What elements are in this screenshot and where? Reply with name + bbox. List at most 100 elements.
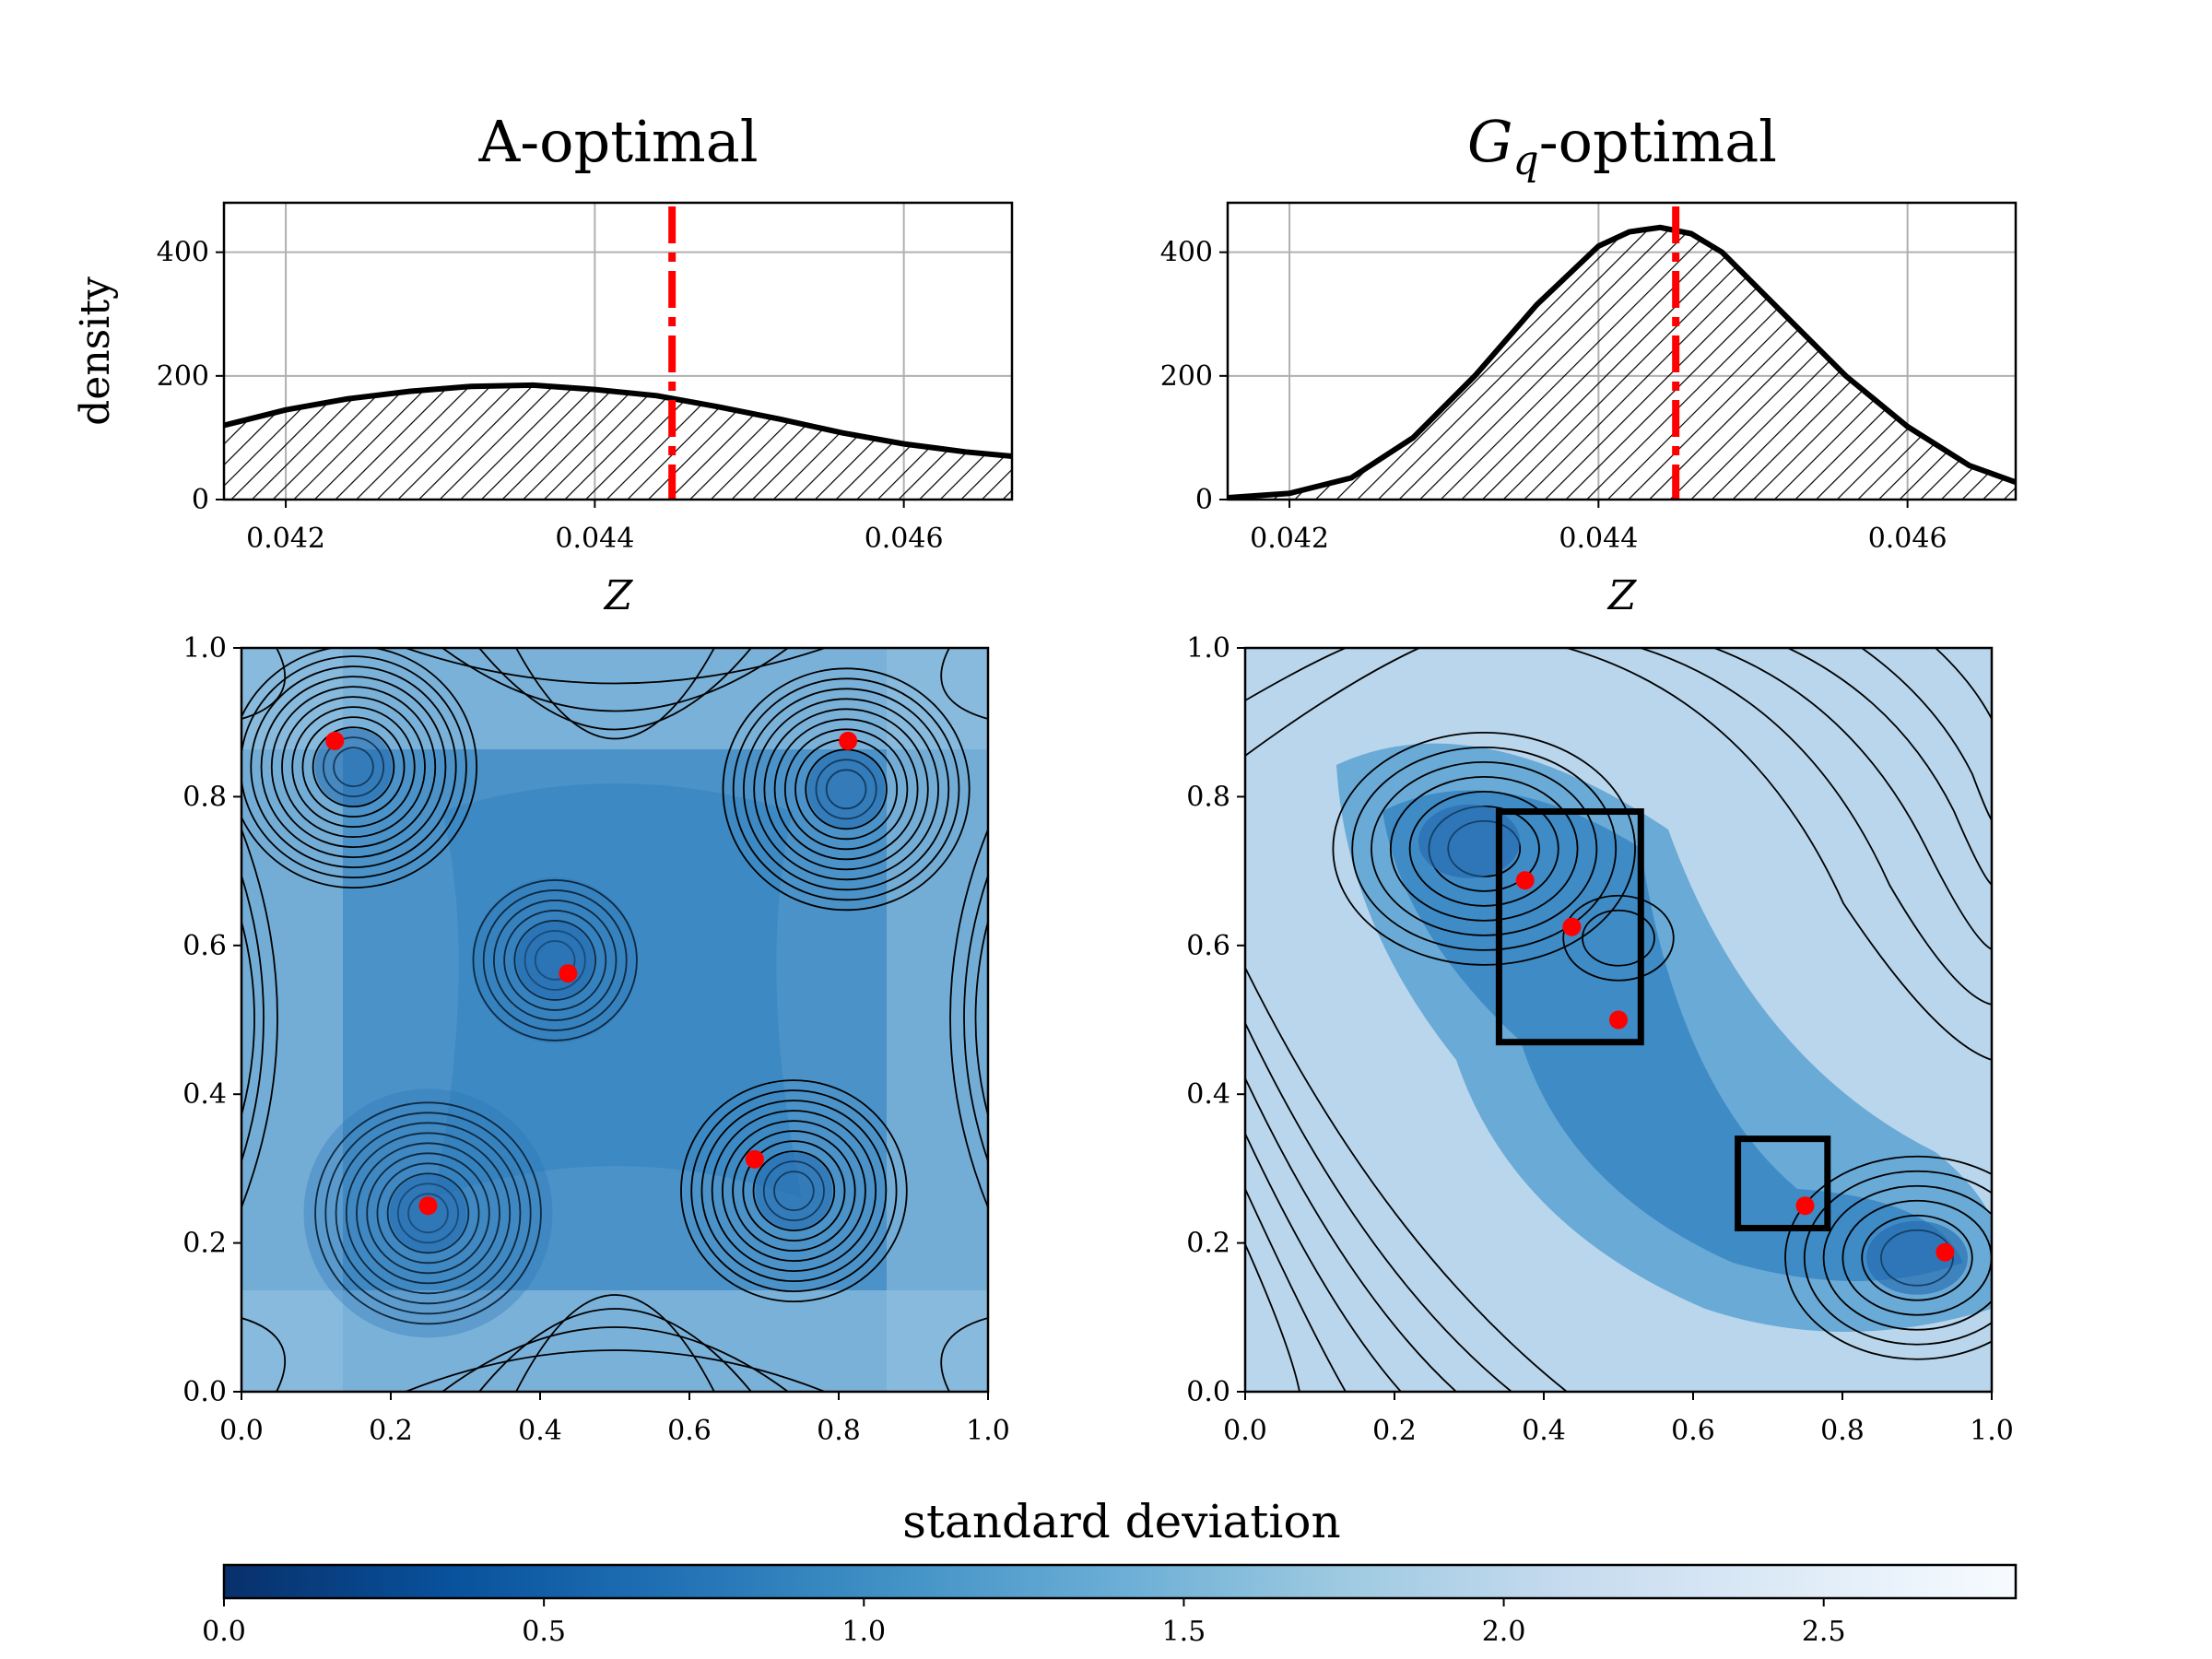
title-subscript: q [1513,137,1539,184]
contour-ring [1784,1155,1992,1360]
sensor-point [1562,917,1582,936]
axes-frame [240,646,990,1394]
density-area [1228,227,2016,500]
sensor-point [1795,1196,1815,1216]
contour-ring [680,1079,908,1303]
contour-ring [376,1162,480,1265]
x-tick-label: 1.0 [1970,1415,2014,1447]
contour-ring [366,1152,490,1275]
x-tick-label: 0.044 [1559,523,1638,555]
contour-ring [1582,909,1655,967]
edge-contours [1245,648,1992,1392]
y-tick-label: 0.8 [1186,781,1230,813]
x-tick-label: 0.4 [1522,1415,1566,1447]
highlight-box [1735,1135,1831,1231]
contour-ring [752,1150,836,1232]
contour-ring [711,1110,877,1273]
contour-field [241,648,988,1392]
well-core [1866,1220,1968,1295]
contour-lines [241,648,971,1338]
std-map-gq-optimal: 0.0 0.2 0.4 0.6 0.8 1.0 0.0 0.2 0.4 0.6 0.8 1.0 [1186,632,2014,1447]
contour-ring [503,910,607,1011]
sensor-point [559,964,578,983]
contour-ring [732,677,960,901]
y-tick-label: 0.6 [1186,930,1230,962]
contour-ring [773,718,919,861]
y-tick-label: 400 [1160,237,1213,269]
colorbar-tick-label: 0.0 [202,1616,246,1648]
axes-frame [1243,646,1994,1394]
x-tick-label: 0.042 [246,523,325,555]
contour-ring [742,1140,846,1242]
colorbar: standard deviation 0.0 0.5 1.0 1.5 2.0 2.5 [202,1495,2018,1648]
colorbar-label: standard deviation [902,1495,1340,1548]
y-tick-label: 1.0 [1186,632,1230,665]
axis-ticks: 0.0 0.2 0.4 0.6 0.8 1.0 0.0 0.2 0.4 0.6 0.8 1.0 [182,632,1010,1447]
y-tick-label: 0.4 [1186,1078,1230,1111]
contour-ring [1861,1214,1973,1301]
y-tick-label: 0.2 [182,1228,227,1260]
sensor-point [325,731,345,750]
contour-ring [493,900,618,1021]
colorbar-tick-label: 1.5 [1162,1616,1206,1648]
y-tick-label: 1.0 [182,632,227,665]
colorbar-ticks: 0.0 0.5 1.0 1.5 2.0 2.5 [202,1598,1846,1648]
axis-ticks: 0.042 0.044 0.046 0 200 400 [157,237,944,555]
contour-ring [241,655,467,878]
axes-frame [1226,201,2018,501]
x-tick-label: 0.4 [518,1415,562,1447]
title-g: G [1467,108,1513,175]
contour-ring [270,686,437,849]
x-axis-label: Z [1606,572,1638,619]
contour-ring [335,1122,522,1305]
contour-ring [700,1100,888,1283]
well-core [516,921,594,999]
x-tick-label: 0.0 [1223,1415,1267,1447]
contour-ring [1389,775,1579,922]
colorbar-tick-label: 1.0 [841,1616,886,1648]
sensor-point [1609,1010,1628,1030]
colorbar-tick-label: 2.0 [1482,1616,1526,1648]
contour-ring [1371,760,1598,936]
sensor-point [1515,871,1535,890]
highlight-boxes [1495,808,1831,1231]
contour-ring [1332,731,1636,966]
contour-ring [386,1172,470,1254]
y-tick-label: 0 [1195,484,1213,516]
well-core [755,1152,833,1230]
y-tick-label: 200 [1160,360,1213,393]
colorbar-tick-label: 2.5 [1802,1616,1846,1648]
y-tick-label: 400 [157,237,209,269]
axis-ticks: 0.0 0.2 0.4 0.6 0.8 1.0 0.0 0.2 0.4 0.6 0.8 1.0 [1186,632,2014,1447]
axes-frame [222,201,1014,501]
title-suffix: -optimal [1539,108,1777,175]
sensor-point [839,731,858,750]
density-panel-gq-optimal: Gq-optimal 0.042 0.044 0.046 0 200 400 Z [1160,108,2018,619]
light-edge-right [887,648,988,1392]
contour-ring [314,1101,542,1325]
contour-ring [690,1089,898,1293]
sensor-point [418,1196,438,1216]
contour-ring [1562,894,1675,982]
y-tick-label: 0.0 [182,1376,227,1408]
contour-ring [732,1130,856,1253]
x-tick-label: 0.2 [1372,1415,1417,1447]
center-blob [433,783,802,1198]
contour-ring [250,665,457,869]
contour-ring [312,726,395,808]
x-tick-label: 0.8 [1820,1415,1865,1447]
contour-ring [513,920,596,1001]
colorbar-tick-label: 0.5 [522,1616,566,1648]
contour-lines [1332,731,1992,1360]
contour-ring [301,716,406,818]
y-axis-label: density [72,276,119,426]
x-axis-label: Z [603,572,634,619]
contour-ring [345,1132,512,1295]
x-tick-label: 0.8 [817,1415,861,1447]
colorbar-fill [222,1563,2018,1600]
y-tick-label: 0.0 [1186,1376,1230,1408]
contour-ring [783,728,909,851]
density-panel-a-optimal: A-optimal 0.042 0.044 0.046 0 200 400 density… [72,108,1014,619]
x-tick-label: 0.2 [369,1415,413,1447]
panel-title-a-optimal: A-optimal [477,108,758,175]
